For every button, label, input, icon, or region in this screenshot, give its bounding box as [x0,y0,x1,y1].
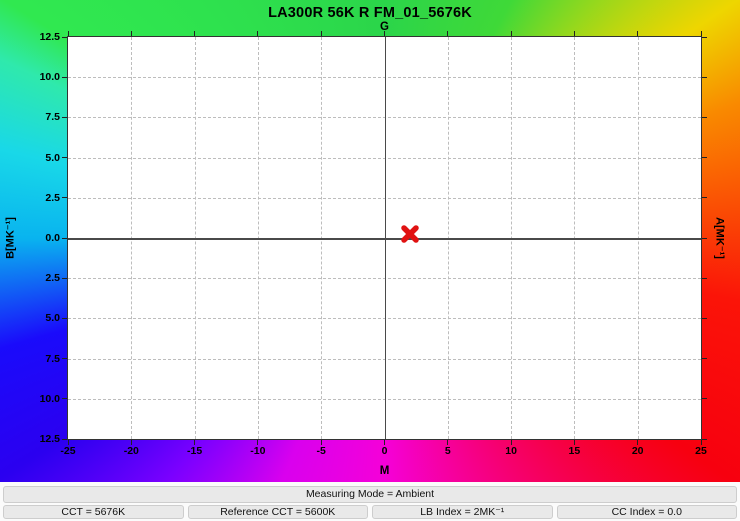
left-axis-tick-mark [62,358,67,360]
y-axis-title-blue: B[MK⁻¹] [4,217,17,259]
y-tick-label: 2.5 [45,272,60,285]
x-tick-label: -10 [250,445,266,457]
top-axis-tick-mark [130,31,132,36]
lb-index-bar: LB Index = 2MK⁻¹ [372,504,553,519]
bottom-axis-tick-mark [700,440,702,445]
right-axis-tick-mark [702,317,707,319]
x-axis-tick-labels: -25 -20 -15 -10 -5 0 5 10 15 20 25 [60,439,706,461]
y-tick-label: 7.5 [45,352,60,365]
bottom-axis-tick-mark [637,440,639,445]
top-axis-tick-mark [384,31,385,36]
top-axis-tick-mark [257,31,259,36]
left-axis-tick-mark [62,36,67,38]
left-axis-tick-mark [62,157,67,159]
bottom-axis-tick-mark [447,440,449,445]
left-axis-tick-mark [62,317,67,319]
x-tick-label: 20 [631,445,644,457]
y-axis-tick-labels: 12.5 10.0 7.5 5.0 2.5 0.0 2.5 5.0 7.5 10.0 12.5 [2,31,64,445]
right-axis-tick-mark [702,398,707,400]
right-axis-tick-mark [702,237,707,239]
top-axis-tick-mark [320,31,322,36]
y-tick-label: 2.5 [45,191,60,204]
bottom-axis-tick-mark [67,440,69,445]
bottom-axis-tick-mark [257,440,259,445]
axis-label-green: G [380,21,389,33]
cct-value-bar: CCT = 5676K [3,504,184,519]
right-axis-tick-mark [702,76,707,78]
right-axis-tick-mark [702,197,707,199]
bottom-axis-tick-mark [194,440,196,445]
left-axis-tick-mark [62,277,67,279]
y-tick-label: 10.0 [39,392,60,405]
left-axis-tick-mark [62,116,67,118]
x-tick-label: 10 [505,445,517,457]
x-tick-label: 25 [695,445,707,457]
bottom-axis-tick-mark [510,440,512,445]
left-axis-tick-mark [62,237,67,239]
plot-area: G M 12.5 10.0 7.5 5.0 2.5 0.0 2.5 5.0 7.5 10.0 12.… [40,21,707,477]
y-tick-label: 12.5 [39,31,60,43]
top-axis-tick-mark [573,31,575,36]
y-tick-label: 5.0 [45,151,60,164]
left-axis-tick-mark [62,76,67,78]
x-marker-icon [401,225,419,243]
right-axis-tick-mark [702,36,707,38]
axis-label-magenta: M [379,465,390,477]
data-point-marker [399,223,421,245]
cc-index-bar: CC Index = 0.0 [556,504,737,519]
bottom-axis-tick-mark [320,440,322,445]
right-axis-tick-mark [702,358,707,360]
top-axis-tick-mark [67,31,69,36]
x-tick-label: 15 [568,445,581,457]
top-axis-tick-mark [510,31,512,36]
status-bar-area: Measuring Mode = Ambient CCT = 5676K Ref… [0,482,740,521]
y-tick-label: 10.0 [39,71,60,84]
right-axis-tick-mark [702,277,707,279]
y-tick-label: 7.5 [45,111,60,124]
chart-title: LA300R 56K R FM_01_5676K [268,5,472,21]
left-axis-tick-mark [62,438,67,440]
right-axis-tick-mark [702,157,707,159]
bottom-axis-tick-mark [384,440,385,445]
x-tick-label: -25 [60,445,76,457]
y-tick-label: 0.0 [45,232,60,244]
top-axis-tick-mark [447,31,449,36]
bottom-axis-tick-mark [130,440,132,445]
y-zero-axis-line [68,238,701,240]
left-axis-tick-mark [62,398,67,400]
y-tick-label: 5.0 [45,312,60,325]
x-tick-label: -20 [123,445,139,457]
reference-cct-bar: Reference CCT = 5600K [187,504,368,519]
right-axis-tick-mark [702,438,707,440]
x-tick-label: 5 [444,445,451,457]
x-tick-label: -15 [187,445,203,457]
top-axis-tick-mark [637,31,639,36]
top-axis-tick-mark [194,31,196,36]
y-tick-label: 12.5 [39,433,60,445]
top-axis-tick-mark [700,31,702,36]
y-axis-title-amber: A[MK⁻¹] [713,217,726,259]
left-axis-tick-mark [62,197,67,199]
bottom-axis-tick-mark [573,440,575,445]
x-tick-label: -5 [316,445,326,457]
measuring-mode-bar: Measuring Mode = Ambient [3,486,737,503]
x-tick-label: 0 [381,445,388,457]
status-bar-row: CCT = 5676K Reference CCT = 5600K LB Ind… [3,504,737,519]
right-axis-tick-mark [702,116,707,118]
